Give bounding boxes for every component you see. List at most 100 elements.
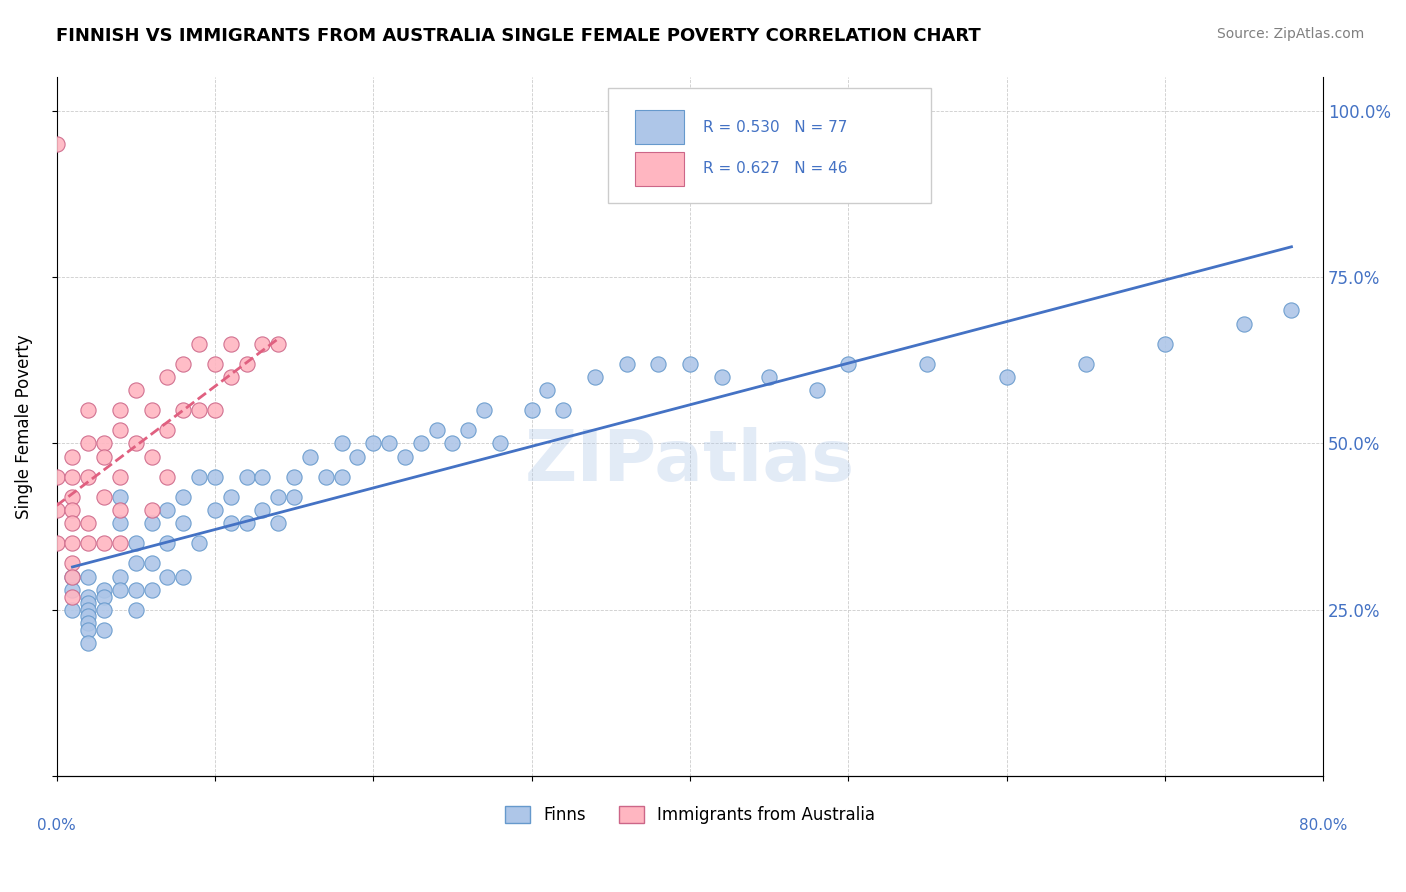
Point [219, 490, 242, 504]
Text: ZIPatlas: ZIPatlas [524, 427, 855, 496]
Point [77, 516, 100, 531]
Point [252, 469, 274, 483]
Point [77, 623, 100, 637]
Point [172, 357, 194, 371]
Point [62, 516, 84, 531]
Point [108, 469, 131, 483]
Bar [636, 111, 683, 144]
Point [77, 590, 100, 604]
Point [758, 370, 780, 384]
Point [108, 403, 131, 417]
Point [917, 357, 939, 371]
Point [252, 336, 274, 351]
Point [125, 536, 148, 550]
Point [647, 357, 669, 371]
Point [108, 503, 131, 517]
Text: R = 0.530   N = 77: R = 0.530 N = 77 [703, 120, 846, 135]
Point [62, 582, 84, 597]
Text: Source: ZipAtlas.com: Source: ZipAtlas.com [1216, 27, 1364, 41]
Point [125, 556, 148, 570]
Point [62, 503, 84, 517]
Text: 80.0%: 80.0% [1299, 818, 1347, 833]
Point [283, 469, 305, 483]
Point [108, 569, 131, 583]
Point [77, 603, 100, 617]
Point [1281, 303, 1303, 318]
Point [77, 469, 100, 483]
Point [583, 370, 606, 384]
Point [156, 469, 179, 483]
Point [267, 490, 290, 504]
Point [77, 609, 100, 624]
Point [77, 536, 100, 550]
Point [426, 423, 449, 437]
Point [267, 336, 290, 351]
Point [108, 582, 131, 597]
Point [1074, 357, 1097, 371]
Point [141, 403, 163, 417]
Point [125, 383, 148, 397]
Point [394, 450, 416, 464]
Point [267, 516, 290, 531]
Point [441, 436, 464, 450]
Point [77, 636, 100, 650]
Point [93, 603, 115, 617]
Point [806, 383, 828, 397]
Point [93, 436, 115, 450]
Text: R = 0.627   N = 46: R = 0.627 N = 46 [703, 161, 846, 177]
Point [837, 357, 859, 371]
Point [361, 436, 384, 450]
Point [457, 423, 479, 437]
Point [141, 503, 163, 517]
Point [125, 436, 148, 450]
Point [235, 357, 257, 371]
Point [188, 536, 211, 550]
Legend: Finns, Immigrants from Australia: Finns, Immigrants from Australia [498, 799, 882, 830]
Point [77, 403, 100, 417]
Point [219, 370, 242, 384]
Point [77, 596, 100, 610]
Point [553, 403, 575, 417]
Point [298, 450, 321, 464]
Point [62, 556, 84, 570]
Point [156, 569, 179, 583]
Point [679, 357, 702, 371]
Point [995, 370, 1018, 384]
Point [188, 336, 211, 351]
Point [1233, 317, 1256, 331]
Point [616, 357, 638, 371]
Point [156, 423, 179, 437]
Point [172, 490, 194, 504]
Point [141, 582, 163, 597]
Point [45, 503, 67, 517]
Point [204, 503, 226, 517]
Point [45, 469, 67, 483]
Point [62, 469, 84, 483]
Point [489, 436, 512, 450]
FancyBboxPatch shape [607, 88, 931, 203]
Point [330, 436, 353, 450]
Point [125, 582, 148, 597]
Point [235, 516, 257, 531]
Point [204, 469, 226, 483]
Point [156, 536, 179, 550]
Point [93, 623, 115, 637]
Point [172, 403, 194, 417]
Point [219, 516, 242, 531]
Point [108, 536, 131, 550]
Point [45, 536, 67, 550]
Point [125, 603, 148, 617]
Point [77, 436, 100, 450]
Point [188, 403, 211, 417]
Point [62, 536, 84, 550]
Point [378, 436, 401, 450]
Point [108, 423, 131, 437]
Point [520, 403, 543, 417]
Point [1153, 336, 1175, 351]
Point [219, 336, 242, 351]
Point [62, 569, 84, 583]
Point [536, 383, 558, 397]
Point [77, 616, 100, 631]
Point [93, 450, 115, 464]
Point [330, 469, 353, 483]
